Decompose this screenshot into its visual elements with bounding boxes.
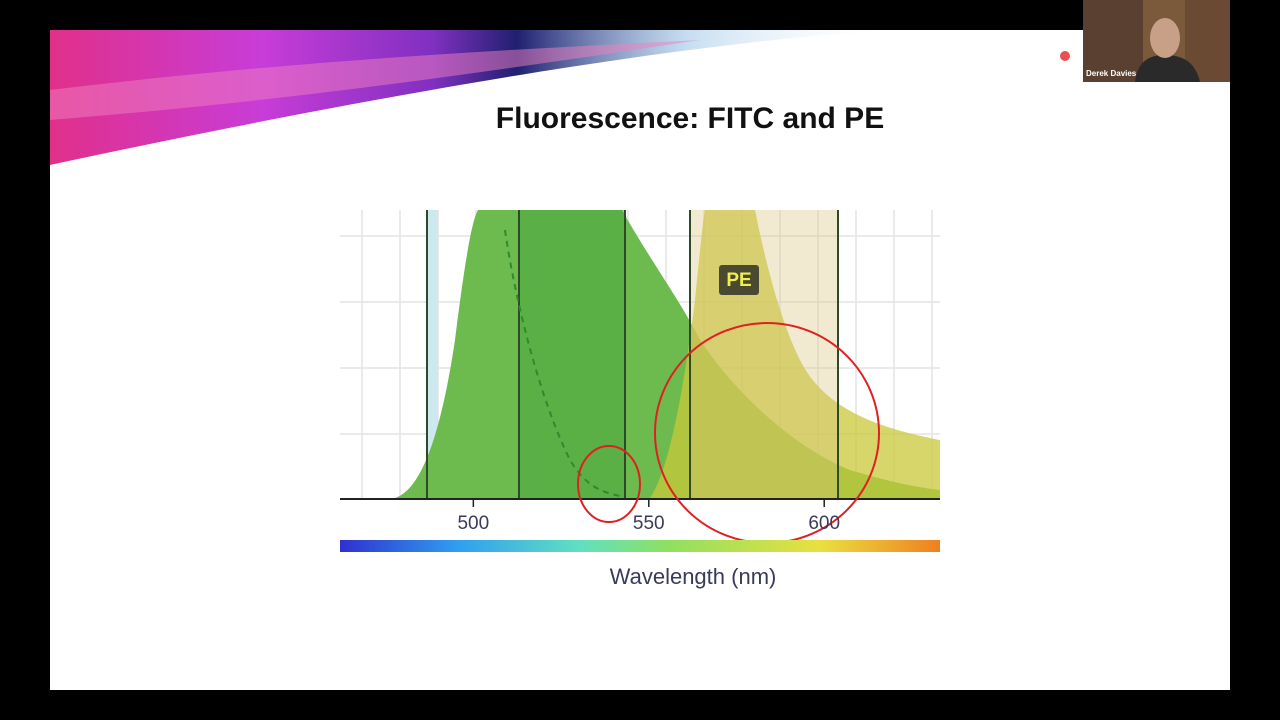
filter-band: [428, 210, 438, 498]
x-tick-label: 500: [457, 513, 489, 534]
bookshelf: [1083, 0, 1143, 82]
record-indicator: [1060, 51, 1070, 61]
chart: PE Wavelength (nm) 500 550 600: [340, 210, 940, 589]
video-tile: Derek Davies: [1083, 0, 1230, 82]
label-box: [719, 265, 759, 295]
pe-label: PE: [726, 270, 751, 291]
banner-streak: [50, 40, 700, 120]
x-tick-label: 550: [633, 513, 665, 534]
banner: [50, 30, 900, 165]
person: [1135, 55, 1200, 82]
x-tick-label: 600: [808, 513, 840, 534]
highlight-circle: [577, 445, 641, 523]
filter-band: [690, 210, 838, 498]
participant-name: Derek Davies: [1086, 69, 1137, 78]
person-head: [1150, 18, 1180, 58]
slide-title: Fluorescence: FITC and PE: [496, 102, 884, 135]
spectrum-bar: [340, 540, 940, 552]
x-axis-label: Wavelength (nm): [610, 564, 777, 589]
filter-edge: [426, 210, 839, 498]
filter-band: [519, 210, 625, 498]
fitc-absorption: [504, 229, 621, 497]
